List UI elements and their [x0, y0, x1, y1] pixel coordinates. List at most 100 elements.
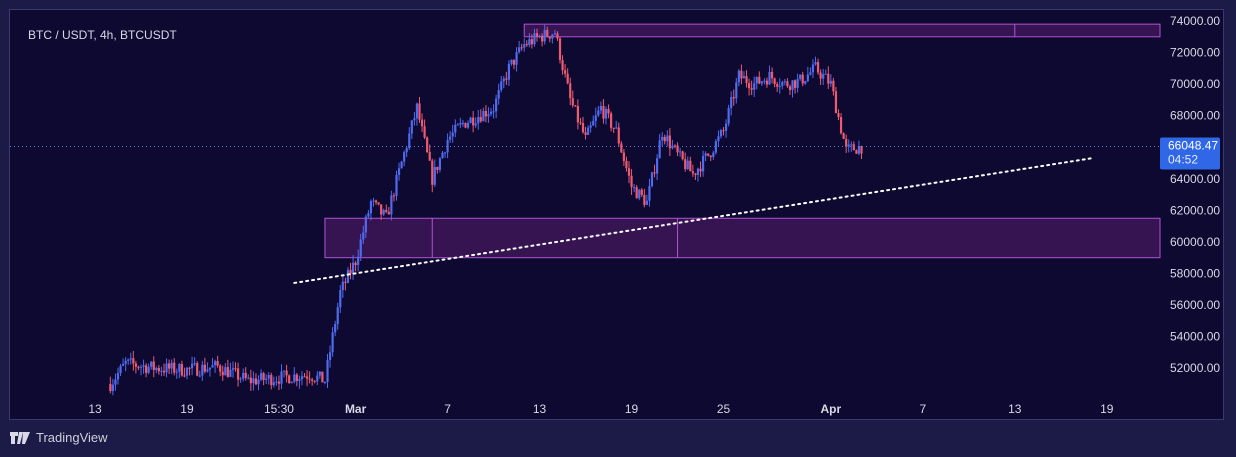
candle: [852, 141, 855, 151]
candle: [622, 149, 625, 166]
candle-body: [114, 379, 117, 385]
candle-body: [747, 83, 751, 89]
candle: [474, 117, 477, 128]
candle: [809, 67, 812, 76]
candle: [796, 73, 799, 93]
candle: [344, 277, 347, 291]
candle-body: [804, 80, 807, 84]
candle-body: [198, 375, 201, 377]
candle-body: [546, 29, 549, 37]
candle: [127, 358, 130, 365]
candle-body: [579, 122, 582, 124]
candle: [760, 80, 763, 86]
candle-body: [469, 117, 472, 124]
candle-body: [127, 359, 130, 361]
candle-body: [472, 117, 475, 126]
candle: [267, 372, 270, 385]
candle-body: [428, 152, 431, 161]
candle: [351, 255, 355, 280]
candle-body: [589, 125, 592, 128]
candle: [418, 96, 421, 123]
candle: [597, 106, 600, 118]
candle-body: [602, 105, 605, 119]
candle-body: [185, 367, 189, 376]
candle-body: [449, 136, 452, 140]
candle: [479, 109, 482, 123]
candle-body: [415, 103, 419, 119]
candle-body: [290, 381, 293, 384]
candle-body: [622, 152, 625, 161]
candle-body: [479, 117, 482, 122]
candle: [443, 151, 447, 158]
candle-body: [208, 367, 212, 370]
candle: [451, 124, 454, 143]
footer-brand[interactable]: TradingView: [10, 430, 108, 445]
candle-body: [763, 80, 766, 82]
candle: [829, 74, 832, 87]
candle-body: [696, 168, 700, 176]
candle-body: [385, 209, 388, 212]
candle: [334, 320, 337, 337]
candle: [707, 153, 710, 157]
candle: [114, 373, 117, 391]
candle: [428, 144, 431, 162]
candle: [799, 74, 802, 81]
candle: [724, 119, 728, 138]
candle-body: [426, 137, 429, 153]
candle-body: [357, 256, 360, 266]
current-price-text: 66048.47: [1168, 138, 1218, 152]
candle: [837, 109, 840, 121]
candle-body: [822, 74, 825, 79]
candle-body: [459, 122, 462, 125]
candle: [372, 197, 375, 207]
candle-body: [201, 364, 204, 376]
candle: [265, 374, 268, 384]
candle-body: [750, 88, 753, 90]
candle: [579, 118, 582, 125]
candle: [178, 363, 181, 379]
candle-body: [341, 281, 344, 291]
candle: [364, 214, 367, 238]
candle-body: [587, 127, 590, 135]
candle-body: [132, 358, 135, 364]
candle-body: [745, 76, 748, 84]
candle: [574, 105, 577, 107]
candle-body: [518, 47, 521, 53]
y-tick-label: 56000.00: [1170, 298, 1220, 312]
candle: [770, 67, 774, 84]
candle-body: [395, 174, 398, 196]
candle: [173, 358, 176, 376]
candle: [224, 363, 227, 376]
candle: [454, 119, 457, 138]
candle: [732, 89, 735, 106]
candle-body: [793, 80, 797, 88]
candle-body: [553, 33, 556, 35]
candlestick-chart[interactable]: 74000.0072000.0070000.0068000.0066000.00…: [10, 10, 1225, 421]
candle: [259, 369, 263, 382]
candle: [367, 210, 370, 219]
x-tick-label: 19: [625, 402, 639, 416]
candle: [349, 262, 352, 280]
candle: [293, 367, 296, 384]
candle: [185, 366, 189, 380]
candle-body: [839, 117, 843, 134]
candle-body: [635, 187, 638, 199]
candle-body: [464, 122, 467, 128]
candle: [633, 184, 636, 193]
candle-body: [507, 63, 511, 80]
candle: [530, 34, 534, 49]
candle-body: [323, 382, 327, 384]
candle: [262, 371, 265, 386]
candle-body: [487, 113, 490, 117]
candle-body: [272, 382, 275, 386]
candle-body: [262, 373, 265, 380]
candle-body: [344, 281, 347, 283]
candle-body: [461, 122, 465, 124]
candle: [236, 362, 240, 387]
candle-body: [732, 97, 735, 99]
candle-body: [834, 91, 838, 114]
candle-body: [842, 133, 845, 139]
candle: [617, 122, 620, 147]
x-tick-label: 13: [88, 402, 102, 416]
symbol-title[interactable]: BTC / USDT, 4h, BTCUSDT: [28, 28, 177, 42]
